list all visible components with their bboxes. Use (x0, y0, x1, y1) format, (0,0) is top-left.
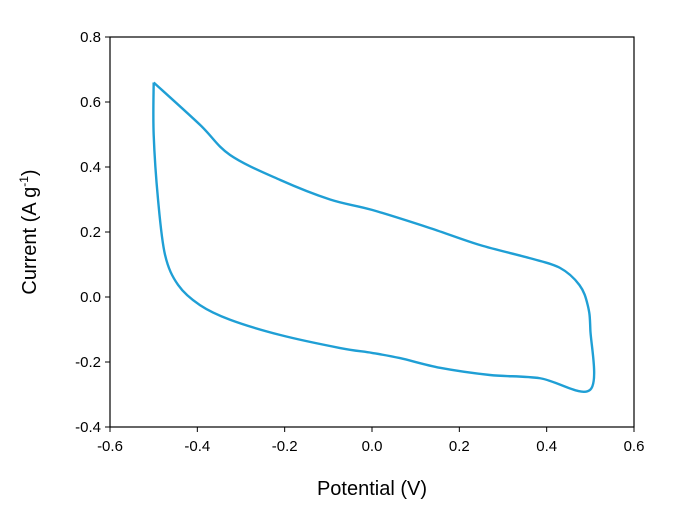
y-tick-label: -0.4 (75, 419, 101, 436)
x-axis-label: Potential (V) (317, 478, 427, 500)
x-tick-label: 0.0 (362, 438, 383, 455)
x-tick-label: -0.2 (272, 438, 298, 455)
y-tick-label: 0.0 (80, 289, 101, 306)
plot-frame (109, 36, 635, 428)
y-tick-label: 0.8 (80, 29, 101, 46)
x-tick-label: -0.6 (97, 438, 123, 455)
y-tick-label: 0.2 (80, 224, 101, 241)
y-tick-label: 0.4 (80, 159, 101, 176)
x-tick-label: -0.4 (184, 438, 210, 455)
y-tick-label: -0.2 (75, 354, 101, 371)
y-axis-label: Current (A g-1) (17, 169, 41, 294)
y-tick-label: 0.6 (80, 94, 101, 111)
cv-curve-line (152, 81, 596, 393)
x-tick-label: 0.6 (624, 438, 645, 455)
x-tick-label: 0.4 (536, 438, 557, 455)
x-tick-label: 0.2 (449, 438, 470, 455)
